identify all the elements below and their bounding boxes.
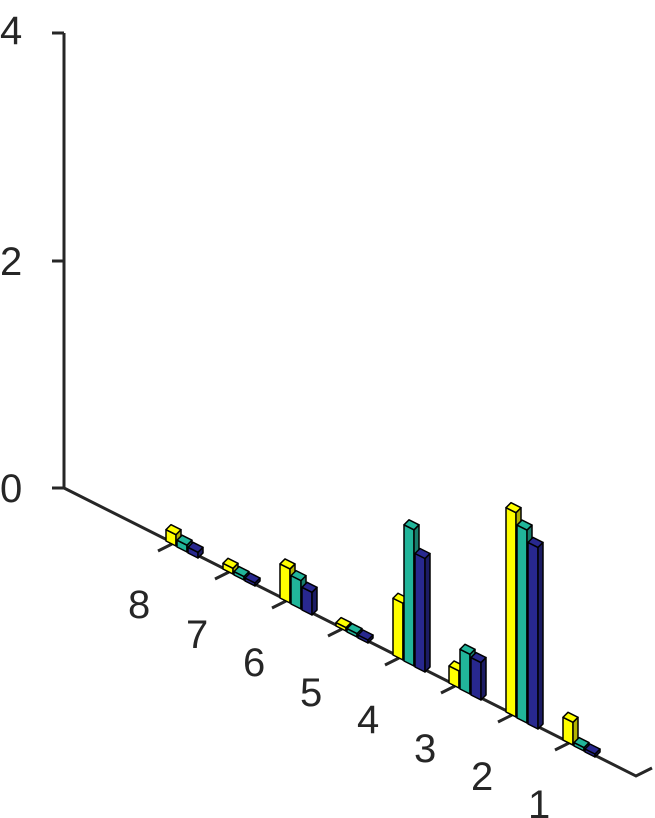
category-tick-label: 4	[357, 698, 379, 742]
bar-front-face	[505, 506, 517, 718]
bar-top-face	[470, 651, 487, 664]
category-tick-label: 7	[186, 613, 208, 657]
bar-side-face	[480, 656, 487, 701]
bar-front-face	[392, 597, 404, 661]
category-tick-label: 1	[528, 783, 550, 818]
bar-front-face	[516, 524, 528, 724]
bar-top-face	[233, 565, 250, 578]
z-tick-label-2: 2	[0, 240, 22, 284]
bar-top-face	[403, 519, 420, 531]
bar	[584, 743, 601, 758]
bar	[244, 572, 261, 587]
bar-top-face	[505, 501, 522, 514]
bar-top-face	[562, 711, 579, 724]
bar-side-face	[424, 552, 431, 673]
category-tick-label: 2	[471, 755, 493, 799]
bar-front-face	[459, 648, 471, 695]
bar-top-face	[346, 622, 363, 635]
category-tick	[327, 627, 343, 638]
bar	[414, 547, 431, 673]
z-tick-label-0: 0	[0, 467, 22, 511]
bar-top-face	[414, 547, 431, 560]
bar-top-face	[573, 736, 590, 749]
bar-top-face	[516, 519, 533, 531]
bar	[357, 629, 374, 644]
bar	[470, 651, 487, 701]
bar	[301, 581, 318, 616]
bars-group	[165, 501, 601, 758]
bar-top-face	[244, 572, 261, 584]
category-tick-label: 6	[243, 641, 265, 685]
z-tick-label-4: 4	[0, 9, 22, 53]
bar-front-face	[403, 524, 415, 667]
bar-top-face	[176, 534, 193, 546]
bar-top-face	[279, 558, 296, 570]
category-tick	[440, 684, 456, 695]
bar-top-face	[584, 743, 601, 755]
category-tick	[157, 542, 173, 553]
category-tick	[214, 570, 230, 581]
category-tick	[271, 599, 287, 610]
category-ticks	[157, 542, 570, 752]
bar-top-face	[222, 557, 239, 570]
bar-top-face	[335, 616, 352, 629]
category-tick	[554, 741, 570, 752]
category-tick-label: 5	[300, 671, 322, 715]
bar-top-face	[357, 629, 374, 641]
category-tick	[384, 656, 400, 667]
bar-top-face	[187, 541, 204, 554]
bar-front-face	[414, 552, 426, 673]
category-tick	[497, 713, 513, 724]
bar-front-face	[527, 541, 539, 730]
bar-front-face	[279, 563, 291, 604]
bar-top-face	[459, 643, 476, 656]
bar	[222, 557, 239, 575]
bar	[527, 536, 544, 730]
bar-top-face	[165, 523, 182, 536]
bar-front-face	[470, 656, 482, 701]
bar-top-face	[301, 581, 318, 594]
bar	[187, 541, 204, 559]
bar-side-face	[537, 541, 544, 730]
bar-top-face	[290, 569, 307, 582]
bar-top-face	[527, 536, 544, 549]
category-tick-label: 3	[414, 727, 436, 771]
category-tick-label: 8	[128, 583, 150, 627]
